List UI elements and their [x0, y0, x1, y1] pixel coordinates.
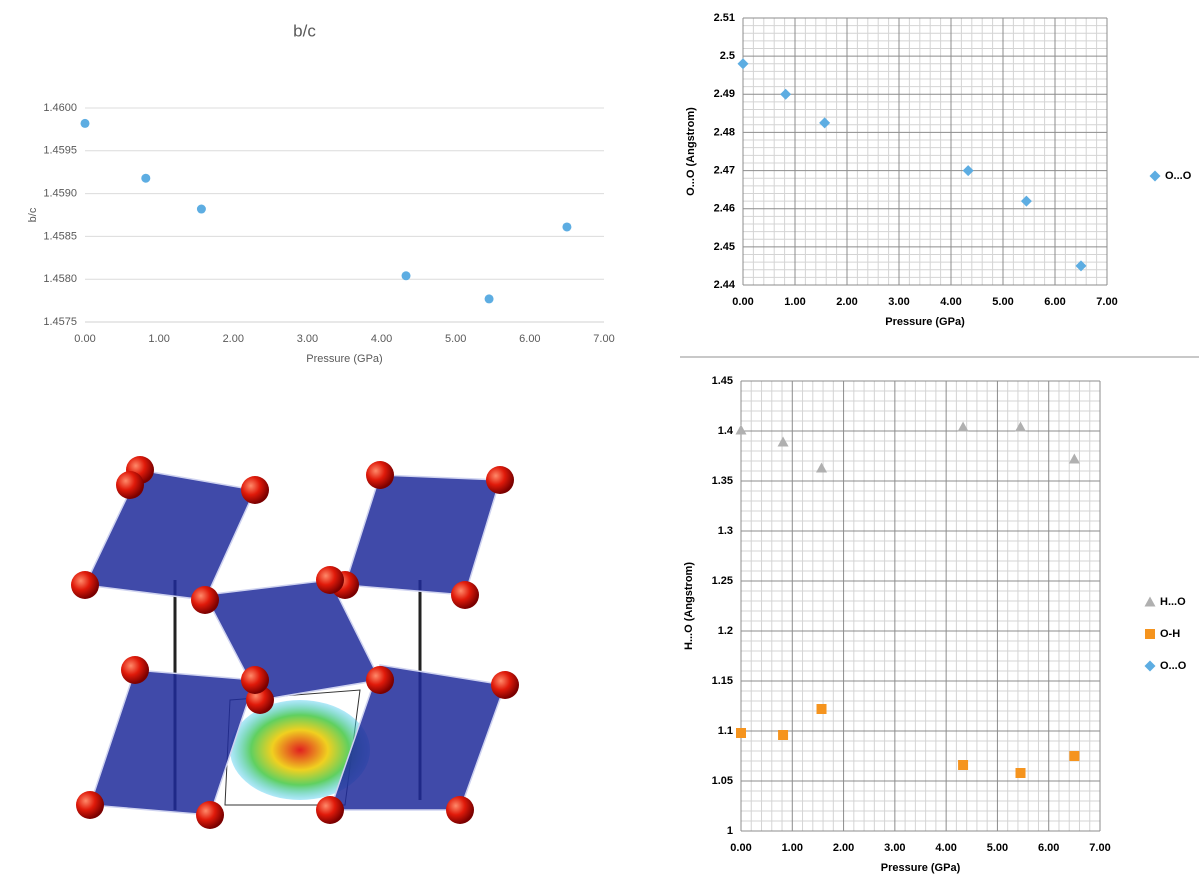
x-axis-label: Pressure (GPa) — [885, 316, 965, 328]
x-tick-label: 0.00 — [74, 333, 95, 345]
point — [736, 728, 746, 738]
page: 1.4575 1.4580 1.4585 1.4590 1.4595 1.4600 0.00… — [0, 0, 1199, 883]
x-tick-label: 5.00 — [987, 842, 1008, 854]
point — [141, 174, 150, 183]
point — [81, 119, 90, 128]
y-tick-label: 1 — [727, 825, 733, 837]
x-tick-label: 3.00 — [884, 842, 905, 854]
point — [1015, 422, 1026, 432]
legend-marker — [1150, 171, 1161, 182]
y-tick-label: 2.47 — [714, 164, 735, 176]
y-tick-label: 2.45 — [714, 241, 735, 253]
y-tick-label: 1.2 — [718, 625, 733, 637]
y-axis-label: H...O (Angstrom) — [683, 562, 695, 650]
x-tick-label: 1.00 — [148, 333, 169, 345]
legend-label: O...O — [1160, 660, 1187, 672]
point — [736, 425, 747, 435]
point — [780, 89, 791, 100]
y-tick-label: 1.05 — [712, 775, 733, 787]
x-axis-label: Pressure (GPa) — [306, 353, 382, 365]
x-tick-label: 1.00 — [782, 842, 803, 854]
chart-title: b/c — [293, 21, 316, 40]
point — [485, 294, 494, 303]
point — [819, 117, 830, 128]
x-tick-label: 2.00 — [833, 842, 854, 854]
x-tick-label: 0.00 — [732, 296, 753, 308]
x-tick-label: 5.00 — [445, 333, 466, 345]
legend-marker — [1145, 661, 1156, 672]
x-tick-label: 5.00 — [992, 296, 1013, 308]
y-tick-label: 2.51 — [714, 12, 735, 24]
y-axis-label: b/c — [27, 207, 39, 222]
point — [816, 463, 827, 473]
y-tick-label: 2.48 — [714, 126, 735, 138]
point — [817, 704, 827, 714]
legend-marker — [1145, 629, 1155, 639]
legend-label: H...O — [1160, 596, 1186, 608]
x-axis-label: Pressure (GPa) — [881, 862, 961, 874]
y-tick-label: 1.45 — [712, 375, 733, 387]
x-tick-label: 6.00 — [519, 333, 540, 345]
y-tick-label: 1.4585 — [43, 230, 77, 242]
point — [562, 222, 571, 231]
point — [1069, 454, 1080, 464]
y-tick-label: 1.4580 — [43, 273, 77, 285]
x-tick-label: 2.00 — [836, 296, 857, 308]
y-tick-label: 1.4590 — [43, 188, 77, 200]
legend-label: O...O — [1165, 170, 1192, 182]
y-tick-label: 1.15 — [712, 675, 733, 687]
y-tick-label: 2.44 — [714, 279, 736, 291]
x-tick-label: 2.00 — [223, 333, 244, 345]
point — [197, 205, 206, 214]
legend-marker — [1145, 597, 1156, 607]
point — [402, 271, 411, 280]
legend-label: O-H — [1160, 628, 1180, 640]
point — [958, 760, 968, 770]
point — [1021, 196, 1032, 207]
y-tick-label: 2.5 — [720, 50, 735, 62]
y-tick-label: 2.46 — [714, 203, 735, 215]
chart: 2.44 2.45 2.46 2.47 2.48 2.49 2.5 2.51 0.00 1.00 2… — [685, 12, 1192, 328]
point — [778, 730, 788, 740]
x-tick-label: 3.00 — [888, 296, 909, 308]
y-tick-label: 1.4 — [718, 425, 734, 437]
x-tick-label: 4.00 — [940, 296, 961, 308]
x-tick-label: 4.00 — [935, 842, 956, 854]
x-tick-label: 4.00 — [371, 333, 392, 345]
x-tick-label: 7.00 — [1089, 842, 1110, 854]
point — [1016, 768, 1026, 778]
y-tick-label: 1.4575 — [43, 316, 77, 328]
point — [738, 58, 749, 69]
y-tick-label: 1.1 — [718, 725, 733, 737]
x-tick-label: 6.00 — [1038, 842, 1059, 854]
figure: 1.4575 1.4580 1.4585 1.4590 1.4595 1.4600 0.00… — [0, 0, 1199, 883]
x-tick-label: 7.00 — [593, 333, 614, 345]
y-tick-label: 2.49 — [714, 88, 735, 100]
y-tick-label: 1.4600 — [43, 102, 77, 114]
x-tick-label: 7.00 — [1096, 296, 1117, 308]
y-tick-label: 1.3 — [718, 525, 733, 537]
chart: 1 1.05 1.1 1.15 1.2 1.25 1.3 1.35 1.4 1.45 0.00 1.0… — [683, 0, 1187, 874]
y-tick-label: 1.35 — [712, 475, 733, 487]
y-tick-label: 1.25 — [712, 575, 733, 587]
y-axis-label: O...O (Angstrom) — [685, 107, 697, 196]
point — [1069, 751, 1079, 761]
crystal-structure — [71, 456, 519, 829]
x-tick-label: 3.00 — [297, 333, 318, 345]
x-tick-label: 0.00 — [730, 842, 751, 854]
x-tick-label: 6.00 — [1044, 296, 1065, 308]
chart: 1.4575 1.4580 1.4585 1.4590 1.4595 1.4600 0.00… — [27, 21, 615, 364]
y-tick-label: 1.4595 — [43, 145, 77, 157]
points — [81, 119, 572, 303]
x-tick-label: 1.00 — [784, 296, 805, 308]
